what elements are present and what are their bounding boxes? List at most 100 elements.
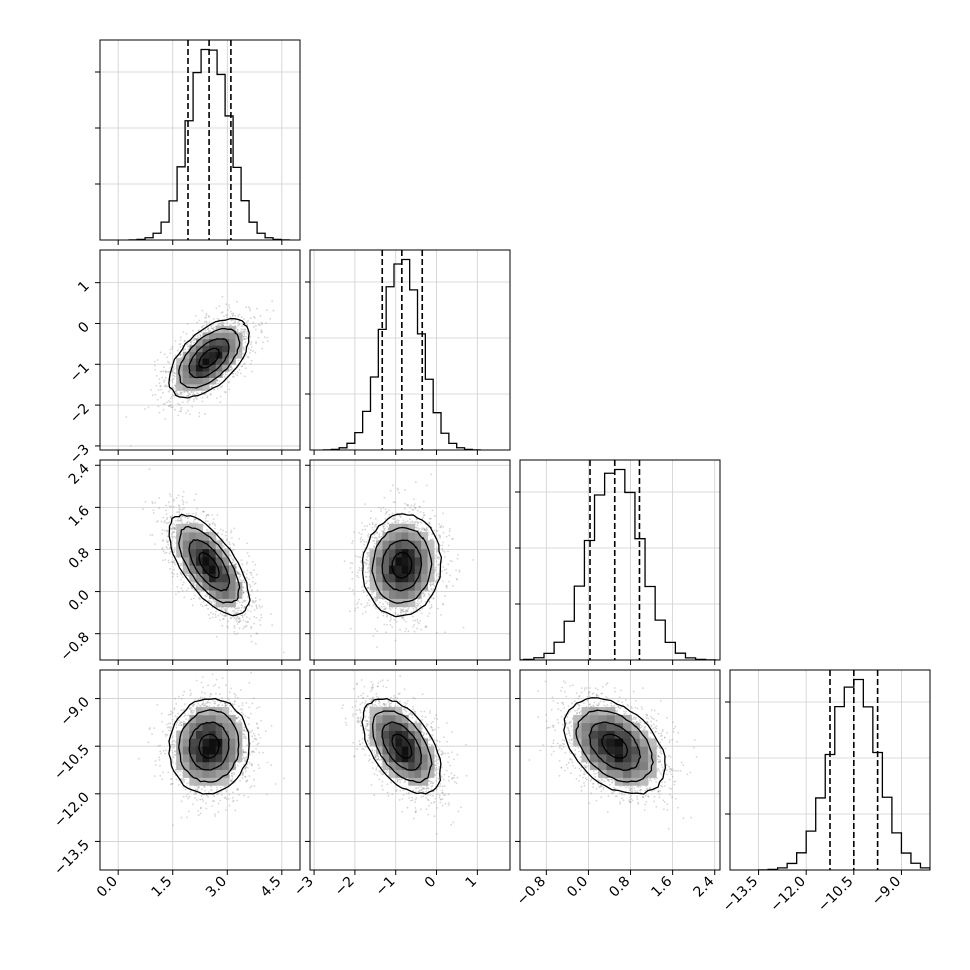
scatter-point bbox=[187, 394, 190, 397]
scatter-point bbox=[217, 382, 220, 385]
scatter-point bbox=[156, 398, 159, 401]
scatter-point bbox=[229, 324, 231, 327]
scatter-point bbox=[429, 523, 431, 525]
scatter-point bbox=[168, 505, 171, 507]
scatter-point bbox=[166, 547, 169, 549]
scatter-point bbox=[219, 395, 222, 398]
density-cell bbox=[209, 338, 217, 346]
scatter-point bbox=[196, 398, 198, 400]
scatter-point bbox=[228, 306, 231, 309]
scatter-point bbox=[406, 610, 409, 612]
scatter-point bbox=[191, 587, 194, 589]
scatter-point bbox=[173, 523, 175, 525]
scatter-point bbox=[161, 376, 164, 379]
scatter-point bbox=[163, 521, 166, 524]
scatter-point bbox=[237, 572, 239, 575]
scatter-point bbox=[249, 349, 252, 352]
scatter-point bbox=[232, 559, 235, 562]
scatter-point bbox=[242, 335, 245, 338]
scatter-point bbox=[456, 557, 459, 560]
scatter-point bbox=[234, 321, 236, 324]
scatter-point bbox=[212, 328, 215, 330]
scatter-point bbox=[231, 319, 234, 321]
scatter-point bbox=[147, 406, 150, 409]
scatter-point bbox=[185, 501, 188, 504]
scatter-point bbox=[229, 316, 232, 318]
scatter-point bbox=[198, 415, 201, 418]
scatter-point bbox=[221, 533, 223, 536]
density-cell bbox=[222, 345, 230, 353]
scatter-point bbox=[177, 510, 180, 513]
scatter-point bbox=[205, 595, 208, 598]
scatter-point bbox=[193, 589, 196, 592]
scatter-point bbox=[170, 397, 172, 400]
scatter-point bbox=[166, 535, 169, 538]
scatter-point bbox=[234, 618, 237, 621]
scatter-point bbox=[205, 321, 208, 324]
scatter-point bbox=[152, 509, 155, 511]
scatter-point bbox=[151, 394, 154, 397]
scatter-point bbox=[157, 405, 160, 408]
scatter-point bbox=[198, 597, 200, 599]
density-cell bbox=[182, 540, 190, 550]
scatter-point bbox=[232, 542, 235, 545]
scatter-point bbox=[233, 624, 236, 627]
scatter-point bbox=[149, 534, 152, 536]
scatter-point bbox=[242, 579, 245, 581]
scatter-point bbox=[224, 390, 227, 393]
scatter-point bbox=[225, 539, 228, 542]
scatter-point bbox=[170, 560, 173, 563]
scatter-point bbox=[237, 621, 240, 623]
scatter-point bbox=[198, 591, 201, 593]
scatter-point bbox=[176, 393, 179, 396]
scatter-point bbox=[193, 390, 196, 393]
scatter-point bbox=[243, 375, 246, 378]
scatter-point bbox=[173, 498, 175, 501]
scatter-point bbox=[230, 368, 233, 371]
contour-line bbox=[198, 347, 220, 369]
scatter-point bbox=[398, 491, 400, 494]
scatter-point bbox=[246, 561, 249, 564]
scatter-point bbox=[187, 345, 190, 348]
density-cell bbox=[209, 532, 217, 541]
scatter-point bbox=[197, 337, 199, 340]
scatter-point bbox=[171, 381, 174, 384]
scatter-point bbox=[259, 598, 261, 601]
scatter-point bbox=[232, 322, 235, 324]
scatter-point bbox=[462, 626, 465, 629]
scatter-point bbox=[189, 584, 192, 587]
scatter-point bbox=[206, 514, 208, 516]
scatter-point bbox=[225, 371, 227, 373]
scatter-point bbox=[185, 412, 187, 414]
scatter-point bbox=[186, 323, 189, 325]
scatter-point bbox=[193, 499, 196, 501]
density-cell bbox=[235, 351, 243, 359]
scatter-point bbox=[171, 531, 174, 534]
scatter-point bbox=[248, 583, 251, 586]
density-cell bbox=[202, 377, 210, 385]
scatter-point bbox=[190, 598, 193, 601]
scatter-point bbox=[225, 314, 228, 316]
scatter-point bbox=[166, 529, 169, 532]
scatter-point bbox=[180, 587, 183, 590]
scatter-point bbox=[191, 390, 193, 393]
scatter-point bbox=[202, 510, 204, 513]
scatter-point bbox=[393, 517, 395, 520]
scatter-point bbox=[213, 326, 215, 329]
scatter-point bbox=[164, 529, 166, 532]
density-cell bbox=[189, 351, 197, 359]
scatter-point bbox=[249, 317, 252, 319]
scatter-point bbox=[170, 396, 173, 398]
scatter-point bbox=[215, 379, 218, 382]
scatter-point bbox=[208, 329, 211, 332]
density-cell bbox=[228, 345, 236, 353]
scatter-point bbox=[214, 523, 216, 525]
scatter-point bbox=[243, 581, 246, 583]
density-cell bbox=[176, 523, 184, 533]
density-cell bbox=[222, 556, 230, 566]
scatter-point bbox=[230, 324, 232, 326]
scatter-point bbox=[253, 615, 256, 618]
scatter-point bbox=[172, 531, 175, 534]
density-cell bbox=[202, 573, 210, 583]
scatter-point bbox=[222, 538, 224, 541]
